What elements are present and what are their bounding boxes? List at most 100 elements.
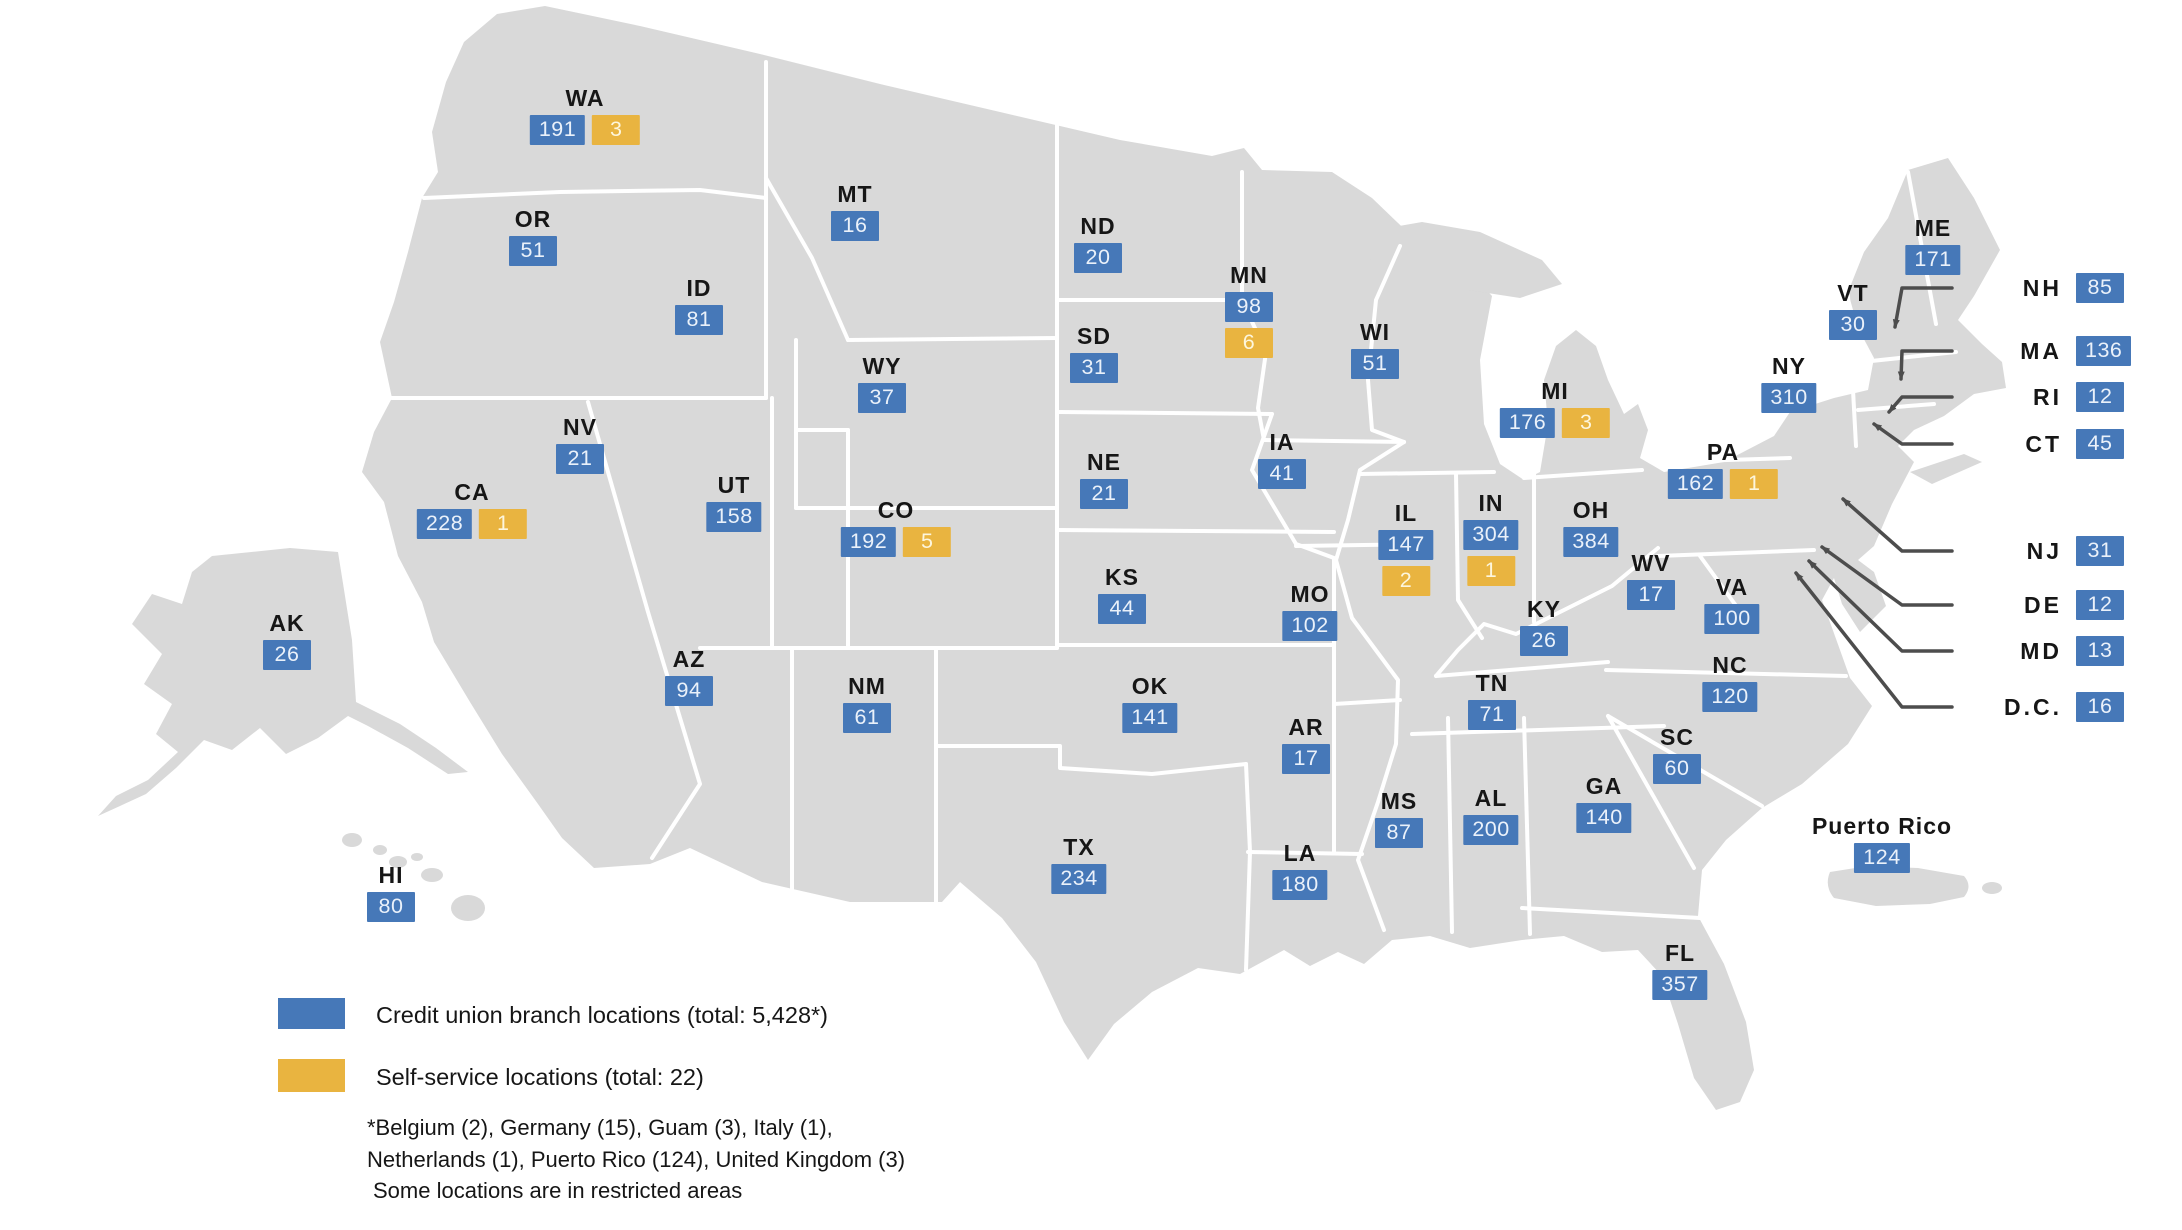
state-label-in: IN	[1478, 490, 1504, 516]
badge-row-mi: 176 3	[1499, 408, 1611, 438]
state-group-fl: FL 357	[1652, 940, 1708, 1000]
state-label-ut: UT	[717, 472, 751, 498]
state-label-oh: OH	[1572, 497, 1610, 523]
badge-row-pr: 124	[1854, 843, 1910, 873]
badge-row-ms: 87	[1375, 818, 1423, 848]
branch-badge-nm: 61	[843, 703, 891, 733]
branch-badge-ia: 41	[1258, 459, 1306, 489]
badge-row-ut: 158	[706, 502, 762, 532]
state-label-mo: MO	[1290, 581, 1330, 607]
badge-row-la: 180	[1272, 870, 1328, 900]
badge-row-co: 192 5	[840, 527, 952, 557]
branch-badge-ak: 26	[263, 640, 311, 670]
state-label-ak: AK	[269, 610, 305, 636]
branch-badge-tx: 234	[1051, 864, 1107, 894]
state-group-ia: IA 41	[1258, 431, 1306, 489]
callout-arrow-ma	[1897, 349, 1954, 381]
callout-nj: NJ 31	[1962, 536, 2124, 566]
state-label-nc: NC	[1712, 652, 1748, 678]
state-group-ca: CA 228 1	[416, 479, 528, 539]
state-label-mt: MT	[837, 181, 873, 207]
state-label-pr: Puerto Rico	[1811, 813, 1953, 839]
branch-badge-ks: 44	[1098, 594, 1146, 624]
callout-label-ct: CT	[2025, 430, 2062, 457]
state-group-hi: HI 80	[367, 864, 415, 922]
badge-row-tn: 71	[1468, 700, 1516, 730]
self-service-badge-pa: 1	[1730, 469, 1779, 499]
branch-badge-sd: 31	[1070, 353, 1118, 383]
branch-badge-az: 94	[665, 676, 713, 706]
alaska-shape	[98, 548, 468, 816]
callout-ct: CT 45	[1962, 429, 2124, 459]
state-group-or: OR 51	[509, 208, 557, 266]
state-group-id: ID 81	[675, 277, 723, 335]
badge-row-ak: 26	[263, 640, 311, 670]
state-group-mo: MO 102	[1282, 581, 1338, 641]
badge-row-ca: 228 1	[416, 509, 528, 539]
state-label-ok: OK	[1131, 673, 1169, 699]
badge-row-nv: 21	[556, 444, 604, 474]
state-label-vt: VT	[1837, 280, 1869, 306]
state-label-ny: NY	[1772, 353, 1806, 379]
state-group-ga: GA 140	[1576, 775, 1632, 833]
state-label-wv: WV	[1631, 550, 1671, 576]
callout-arrow-nj	[1841, 497, 1954, 553]
branch-badge-nd: 20	[1074, 243, 1122, 273]
self-service-badge-co: 5	[903, 527, 952, 557]
branch-badge-nc: 120	[1702, 682, 1758, 712]
branch-badge-ca: 228	[416, 509, 473, 539]
state-group-al: AL 200	[1463, 785, 1519, 845]
badge-row-mt: 16	[831, 211, 879, 241]
callout-label-ri: RI	[2033, 383, 2062, 410]
callout-label-dc: D.C.	[2004, 693, 2062, 720]
badge-row-al: 200	[1463, 815, 1519, 845]
state-label-wa: WA	[565, 85, 605, 111]
branch-badge-fl: 357	[1652, 970, 1708, 1000]
self-service-legend-swatch	[278, 1059, 345, 1092]
state-group-wi: WI 51	[1351, 321, 1399, 379]
state-label-wi: WI	[1359, 319, 1391, 345]
state-group-ne: NE 21	[1080, 451, 1128, 509]
branch-legend-label: Credit union branch locations (total: 5,…	[376, 1002, 828, 1028]
branch-badge-ny: 310	[1761, 383, 1817, 413]
state-group-wa: WA 191 3	[529, 85, 641, 145]
branch-badge-il: 147	[1378, 530, 1434, 560]
badge-row-me: 171	[1905, 245, 1961, 275]
state-label-nv: NV	[563, 414, 597, 440]
state-group-pr: Puerto Rico 124	[1812, 815, 1952, 873]
branch-badge-ar: 17	[1282, 744, 1330, 774]
state-label-ms: MS	[1380, 788, 1418, 814]
state-label-or: OR	[514, 206, 552, 232]
callout-ri: RI 12	[1962, 382, 2124, 412]
state-label-ne: NE	[1087, 449, 1121, 475]
state-group-mi: MI 176 3	[1499, 380, 1611, 438]
badge-row-in: 304 1	[1463, 520, 1519, 586]
state-label-ca: CA	[454, 479, 490, 505]
state-label-al: AL	[1474, 785, 1508, 811]
badge-row-vt: 30	[1829, 310, 1877, 340]
state-group-ky: KY 26	[1520, 598, 1568, 656]
state-label-mn: MN	[1230, 262, 1268, 288]
state-group-az: AZ 94	[665, 648, 713, 706]
state-group-la: LA 180	[1272, 840, 1328, 900]
badge-row-wi: 51	[1351, 349, 1399, 379]
callout-lines	[1794, 286, 1954, 709]
state-group-mn: MN 98 6	[1225, 264, 1273, 358]
badge-row-nm: 61	[843, 703, 891, 733]
callout-de: DE 12	[1962, 590, 2124, 620]
badge-row-va: 100	[1704, 604, 1760, 634]
footnote-line-1: *Belgium (2), Germany (15), Guam (3), It…	[367, 1115, 833, 1140]
mainland-shape	[362, 6, 2006, 1110]
badge-row-ky: 26	[1520, 626, 1568, 656]
branch-badge-wv: 17	[1627, 580, 1675, 610]
state-label-fl: FL	[1664, 940, 1696, 966]
self-service-badge-in: 1	[1467, 556, 1515, 586]
callout-arrow-md	[1807, 559, 1954, 653]
state-label-nd: ND	[1080, 213, 1116, 239]
state-label-ks: KS	[1105, 564, 1139, 590]
callout-label-nj: NJ	[2026, 537, 2062, 564]
branch-badge-ms: 87	[1375, 818, 1423, 848]
state-label-la: LA	[1283, 840, 1317, 866]
branch-badge-wa: 191	[529, 115, 586, 145]
state-group-nc: NC 120	[1702, 652, 1758, 712]
